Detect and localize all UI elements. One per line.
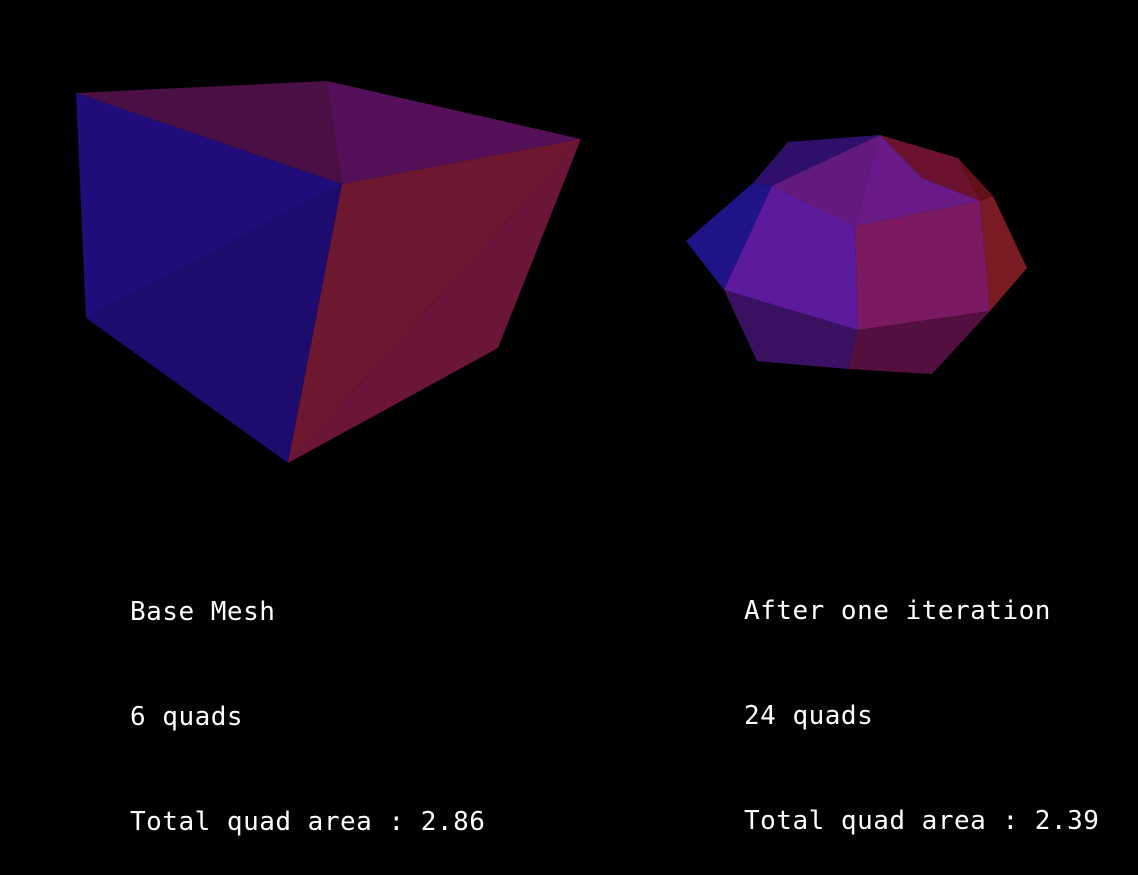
blob-face: [980, 196, 1027, 311]
iterated-mesh-area: Total quad area : 2.39: [744, 806, 1100, 836]
blob-face: [958, 158, 993, 201]
iterated-mesh-blob: [686, 135, 1027, 374]
render-viewport: [76, 81, 1027, 463]
blob-face: [753, 135, 880, 186]
blob-face: [848, 311, 990, 374]
base-mesh-title: Base Mesh: [130, 597, 276, 627]
iterated-mesh-quad-count: 24 quads: [744, 701, 874, 731]
cube-top-face-a: [76, 81, 342, 184]
base-mesh-caption: Base Mesh 6 quads Total quad area : 2.86: [130, 525, 485, 875]
cube-right-face-b: [288, 139, 581, 463]
base-mesh-area: Total quad area : 2.86: [130, 807, 486, 837]
cube-left-face-b: [86, 184, 342, 463]
cube-top-face-b: [327, 81, 581, 184]
cube-left-face-a: [76, 93, 342, 318]
blob-face: [724, 186, 858, 330]
blob-face: [880, 135, 980, 201]
base-mesh-cube: [76, 81, 581, 463]
blob-face: [855, 135, 980, 226]
iterated-mesh-title: After one iteration: [744, 596, 1051, 626]
base-mesh-quad-count: 6 quads: [130, 702, 244, 732]
iterated-mesh-caption: After one iteration 24 quads Total quad …: [744, 524, 1099, 874]
blob-face: [724, 290, 858, 369]
blob-face: [772, 135, 880, 226]
blob-face: [855, 201, 990, 330]
blob-face: [686, 183, 772, 290]
